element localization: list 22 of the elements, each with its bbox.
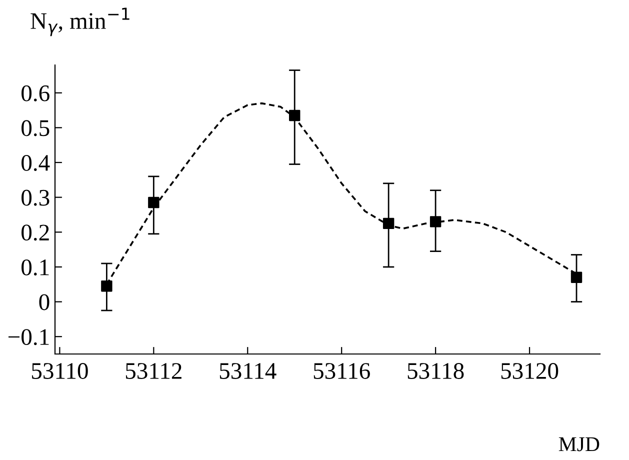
y-tick-label: 0.6 <box>22 85 50 102</box>
x-tick-label: 53116 <box>314 363 370 379</box>
x-tick-label: 53118 <box>408 363 464 379</box>
y-tick-label: 0.2 <box>22 224 49 241</box>
x-tick-label: 53112 <box>126 363 182 379</box>
x-tick-label: 53110 <box>32 363 88 379</box>
point <box>382 218 394 230</box>
x-tick-label: 53120 <box>501 363 558 379</box>
y-tick-label: 0.4 <box>22 154 50 172</box>
y-tick-label: −0.1 <box>8 329 49 346</box>
point <box>289 110 300 122</box>
y-tick-label: 0.1 <box>22 259 49 276</box>
point <box>101 280 112 292</box>
point <box>430 216 442 228</box>
x-tick-label: 53114 <box>220 363 276 379</box>
y-tick-label: 0 <box>39 294 50 310</box>
y-tick-label: 0.3 <box>22 190 50 206</box>
point <box>570 272 582 284</box>
point <box>148 196 160 208</box>
y-axis-title: N$_{γ}$, min$^{−1}$ <box>30 8 130 36</box>
x-axis-title: MJD <box>558 437 600 452</box>
y-tick-label: 0.5 <box>22 120 50 136</box>
